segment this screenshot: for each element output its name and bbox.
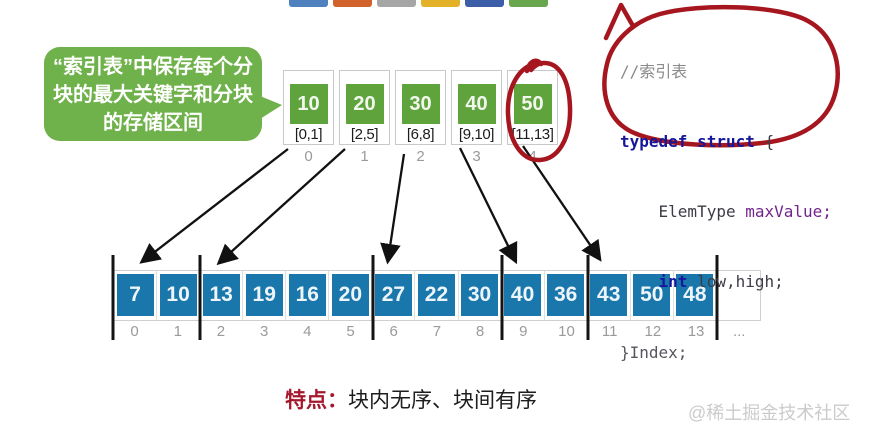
array-cell: 50 [631,271,674,320]
watermark: @稀土掘金技术社区 [688,403,851,423]
gray-swatch[interactable] [377,0,416,7]
element-box: 19 [245,274,283,316]
max-key-box: 40 [457,84,496,124]
yellow-swatch[interactable] [421,0,460,7]
index-label: 3 [472,148,481,165]
callout-line: 的存储区间 [103,112,203,134]
index-label: 12 [644,323,662,340]
array-cell: 22 [415,271,459,320]
index-label: 1 [173,323,182,340]
code-line: }Index; [620,342,688,362]
block-range: [0,1] [294,126,323,143]
index-label: 0 [130,323,139,340]
ellipsis-label: ... [732,323,746,340]
element-box: 48 [676,274,714,316]
array-cell: 7 [114,271,158,320]
block-range: [6,8] [406,126,435,143]
index-label: 4 [528,148,537,165]
element-box: 30 [461,274,499,316]
callout-line: 块的最大关键字和分块 [53,84,253,106]
array-cell: 30 [459,271,502,320]
max-key-box: 10 [289,84,328,124]
index-label: 9 [519,323,528,340]
code-line: ElemType maxValue; [620,202,832,222]
element-box: 20 [331,274,369,316]
index-label: 8 [475,323,485,340]
array-cell: 19 [243,271,287,320]
block-range: [11,13] [511,126,554,143]
array-cell: 40 [502,271,545,320]
callout-line: “索引表”中保存每个分 [53,56,253,78]
index-label: 11 [601,323,618,340]
element-box: 22 [417,274,455,316]
callout-bubble: “索引表”中保存每个分 块的最大关键字和分块 的存储区间 [44,47,282,141]
array-cell: 27 [372,271,416,320]
block-range: [9,10] [458,126,495,143]
caption-text: 块内无序、块间有序 [348,389,537,412]
feature-caption: 特点：块内无序、块间有序 [285,384,537,414]
sequential-list-array: 7 10 13 19 16 20 27 22 30 40 36 43 50 48 [113,270,761,321]
index-table-cell: 30 [6,8] 2 [395,70,446,165]
element-box: 7 [116,274,154,316]
block-range: [2,5] [350,126,379,143]
max-key-box: 20 [345,84,384,124]
index-label: 1 [360,148,369,165]
index-label: 6 [389,323,398,340]
index-label: 3 [259,323,269,340]
array-cell: 10 [157,271,201,320]
array-index-row: 0 1 2 3 4 5 6 7 8 9 10 11 12 13 ... [113,323,761,340]
caption-label: 特点： [285,389,348,412]
code-line: int low,high; [620,272,784,292]
index-label: 2 [416,148,425,165]
max-key-box: 50 [513,84,552,124]
green-swatch[interactable] [509,0,548,7]
max-key-box: 30 [401,84,440,124]
index-label: 0 [304,148,313,165]
darkblue-swatch[interactable] [465,0,504,7]
array-cell: 16 [286,271,330,320]
array-cell: 36 [545,271,588,320]
element-box: 16 [288,274,326,316]
element-box: 10 [159,274,197,316]
code-line: typedef struct { [620,132,775,152]
element-box: 36 [547,274,585,316]
index-table: 10 [0,1] 0 20 [2,5] 1 30 [6,8] 2 40 [9,1… [283,70,558,165]
index-table-cell: 50 [11,13] 4 [507,70,558,165]
index-label: 10 [558,323,575,340]
index-table-cell: 10 [0,1] 0 [283,70,334,165]
array-cell: 13 [200,271,244,320]
element-box: 43 [590,274,628,316]
color-swatch-row [289,0,548,7]
array-cell: 43 [588,271,631,320]
index-table-cell: 40 [9,10] 3 [451,70,502,165]
array-cell: 20 [329,271,373,320]
code-comment: //索引表 [620,61,688,81]
index-label: 4 [303,323,312,340]
code-snippet: //索引表 typedef struct { ElemType maxValue… [620,13,832,434]
element-box: 13 [202,274,240,316]
blue-swatch[interactable] [289,0,328,7]
index-label: 5 [346,323,355,340]
index-label: 7 [432,323,442,340]
element-box: 50 [633,274,671,316]
callout-tail [260,96,282,119]
index-table-cell: 20 [2,5] 1 [339,70,390,165]
element-box: 40 [504,274,542,316]
orange-swatch[interactable] [333,0,372,7]
index-label: 13 [687,323,705,340]
index-label: 2 [216,323,226,340]
element-box: 27 [374,274,412,316]
